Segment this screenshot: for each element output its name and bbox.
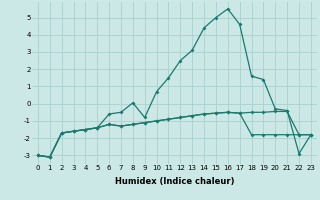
- X-axis label: Humidex (Indice chaleur): Humidex (Indice chaleur): [115, 177, 234, 186]
